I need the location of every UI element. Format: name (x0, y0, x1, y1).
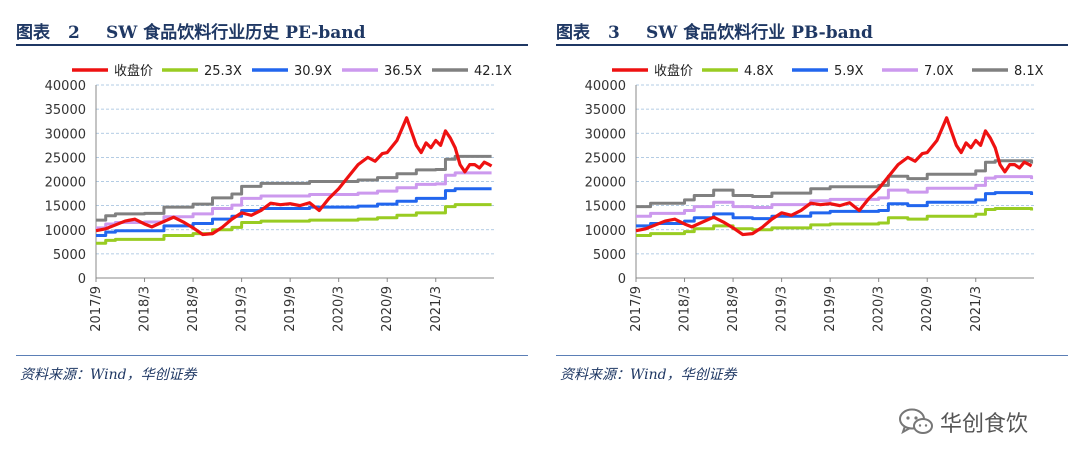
y-tick-label: 20000 (45, 176, 86, 191)
series-line-band4 (96, 154, 492, 222)
source-note: 资料来源：Wind，华创证券 (20, 367, 197, 383)
legend-label-band3: 36.5X (384, 64, 422, 79)
x-tick-label: 2021/3 (429, 286, 444, 332)
legend-label-close: 收盘价 (654, 63, 693, 79)
y-tick-label: 35000 (45, 103, 86, 118)
x-tick-label: 2019/3 (235, 286, 250, 332)
x-tick-label: 2020/3 (332, 286, 347, 332)
y-tick-label: 25000 (45, 151, 86, 166)
y-tick-label: 10000 (585, 224, 626, 239)
series-line-close (95, 116, 493, 237)
x-tick-label: 2018/9 (186, 286, 201, 332)
source-rule (16, 355, 528, 356)
x-tick-label: 2017/9 (629, 286, 644, 332)
x-tick-label: 2018/3 (138, 286, 153, 332)
legend-label-band2: 30.9X (294, 64, 332, 79)
series-line-band3 (636, 175, 1034, 218)
x-tick-label: 2021/3 (969, 286, 984, 332)
x-tick-label: 2020/3 (872, 286, 887, 332)
series-line-band2 (96, 187, 492, 238)
x-tick-label: 2018/3 (678, 286, 693, 332)
figure-title: SW 食品饮料行业历史 PE-band (106, 23, 366, 43)
figure-title: SW 食品饮料行业 PB-band (646, 23, 873, 43)
series-line-band2 (636, 191, 1034, 228)
pb-band-chart: 0 5000 10000 15000 20000 25000 30000 35000 40000… (585, 63, 1044, 332)
source-note: 资料来源：Wind，华创证券 (560, 367, 737, 383)
legend-label-band3: 7.0X (924, 64, 954, 79)
figure-number: 3 (608, 23, 620, 43)
watermark: 华创食饮 (898, 404, 1028, 440)
figure-label: 图表 (16, 23, 50, 43)
pe-band-panel: 图表 2 SW 食品饮料行业历史 PE-band 0 5000 10000 15000 20… (16, 0, 544, 400)
y-tick-label: 20000 (585, 176, 626, 191)
figure-label: 图表 (556, 23, 590, 43)
x-tick-label: 2017/9 (89, 286, 104, 332)
y-tick-label: 35000 (585, 103, 626, 118)
wechat-icon (899, 408, 933, 435)
chart-title-pe: 图表 2 SW 食品饮料行业历史 PE-band (16, 18, 544, 46)
x-tick-label: 2018/9 (726, 286, 741, 332)
y-tick-label: 40000 (585, 79, 626, 94)
source-rule (556, 355, 1068, 356)
series-line-band4 (636, 159, 1034, 209)
title-rule (556, 44, 1068, 46)
x-tick-label: 2019/3 (775, 286, 790, 332)
y-tick-label: 30000 (45, 127, 86, 142)
figure-number: 2 (68, 23, 80, 43)
watermark-text: 华创食饮 (940, 412, 1029, 437)
legend-label-band1: 25.3X (204, 64, 242, 79)
y-tick-label: 0 (618, 272, 626, 287)
chart-title-pb: 图表 3 SW 食品饮料行业 PB-band (556, 18, 1080, 46)
title-rule (16, 44, 528, 46)
series-line-band1 (96, 203, 492, 245)
legend-label-close: 收盘价 (114, 63, 153, 79)
y-tick-label: 15000 (45, 200, 86, 215)
x-tick-label: 2020/9 (380, 286, 395, 332)
legend-label-band2: 5.9X (834, 64, 864, 79)
y-tick-label: 40000 (45, 79, 86, 94)
y-tick-label: 0 (78, 272, 86, 287)
y-tick-label: 10000 (45, 224, 86, 239)
legend-label-band1: 4.8X (744, 64, 774, 79)
y-tick-label: 25000 (585, 151, 626, 166)
legend-label-band4: 42.1X (474, 64, 512, 79)
series-line-close (635, 116, 1033, 237)
y-tick-label: 30000 (585, 127, 626, 142)
y-tick-label: 5000 (593, 248, 626, 263)
y-tick-label: 5000 (53, 248, 86, 263)
x-tick-label: 2019/9 (283, 286, 298, 332)
pe-band-chart: 0 5000 10000 15000 20000 25000 30000 35000 40000… (45, 63, 512, 332)
y-tick-label: 15000 (585, 200, 626, 215)
legend-label-band4: 8.1X (1014, 64, 1044, 79)
series-line-band3 (96, 171, 492, 230)
pb-band-panel: 图表 3 SW 食品饮料行业 PB-band 0 5000 10000 15000 2000… (556, 0, 1080, 400)
x-tick-label: 2019/9 (823, 286, 838, 332)
x-tick-label: 2020/9 (920, 286, 935, 332)
series-line-band1 (636, 207, 1034, 238)
